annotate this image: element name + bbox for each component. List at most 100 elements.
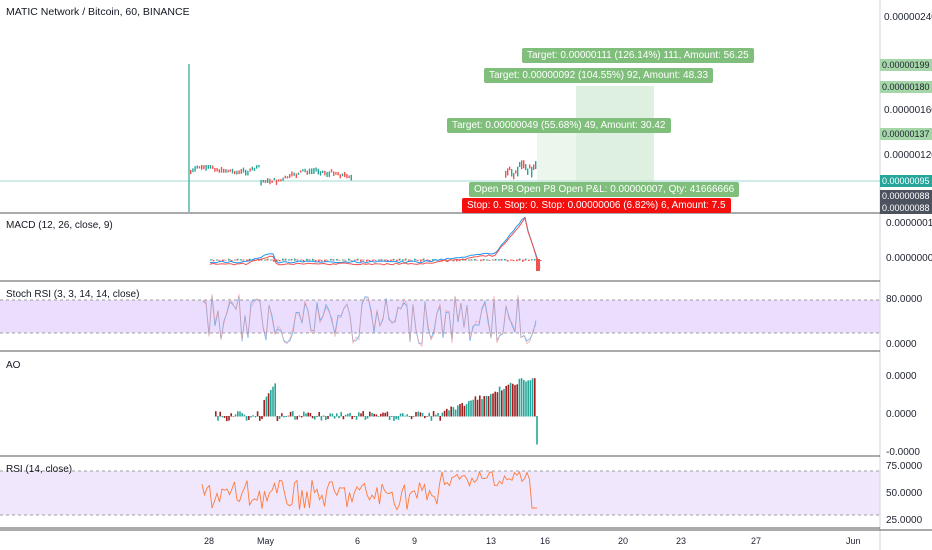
- ao-bar: [536, 416, 538, 445]
- ao-bar: [386, 411, 389, 417]
- candle: [527, 168, 529, 175]
- x-axis-label: 16: [540, 536, 551, 546]
- candle: [190, 169, 192, 175]
- ao-bar: [384, 412, 386, 417]
- ao-bar: [267, 393, 270, 417]
- ao-bar: [270, 390, 272, 417]
- macd-hist-bar: [429, 260, 431, 262]
- ao-bar: [454, 409, 457, 417]
- ao-bar: [349, 412, 351, 417]
- candle: [249, 168, 251, 172]
- ao-bar: [439, 416, 441, 421]
- ao-bar: [305, 413, 307, 417]
- target-label[interactable]: Target: 0.00000111 (126.14%) 111, Amount…: [522, 48, 754, 63]
- macd-hist-bar: [300, 259, 302, 261]
- ao-bar: [221, 416, 224, 418]
- macd-hist-bar: [507, 260, 509, 262]
- candle: [273, 178, 275, 181]
- ao-bar: [248, 416, 250, 420]
- ao-bar: [437, 412, 439, 417]
- macd-hist-bar: [282, 258, 284, 261]
- candle: [311, 168, 313, 175]
- macd-hist-bar: [384, 260, 386, 261]
- ao-bar: [234, 414, 237, 417]
- candle: [511, 169, 513, 177]
- signal-line: [209, 216, 541, 269]
- macd-hist-bar: [213, 260, 215, 262]
- macd-hist-bar: [387, 260, 389, 262]
- target-zone: [537, 130, 576, 182]
- macd-hist-bar: [375, 260, 377, 261]
- candle: [308, 168, 311, 175]
- ao-bar: [503, 388, 505, 417]
- target-label[interactable]: Target: 0.00000049 (55.68%) 49, Amount: …: [447, 118, 671, 133]
- rsi-axis-label: 75.0000: [886, 461, 923, 472]
- ao-bar: [298, 415, 301, 417]
- candle: [513, 173, 515, 180]
- ao-bar: [463, 405, 466, 417]
- ao-bar: [355, 416, 358, 420]
- macd-hist-bar: [279, 260, 281, 262]
- stop-label[interactable]: Stop: 0. Stop: 0. Stop: 0.00000006 (6.82…: [462, 198, 731, 213]
- ao-axis-label: 0.0000: [886, 409, 917, 420]
- stoch-axis-label: 80.0000: [886, 294, 923, 305]
- ao-bar: [410, 416, 413, 420]
- macd-hist-bar: [354, 259, 356, 261]
- ao-bar: [239, 411, 241, 417]
- macd-hist-bar: [273, 260, 275, 262]
- target-label[interactable]: Target: 0.00000092 (104.55%) 92, Amount:…: [484, 68, 714, 83]
- macd-line: [209, 216, 541, 267]
- ao-bar: [294, 416, 296, 420]
- macd-hist-bar: [276, 260, 278, 262]
- macd-hist-bar: [285, 258, 287, 261]
- ao-bar: [272, 386, 274, 417]
- macd-hist-bar: [360, 260, 362, 262]
- stoch-rsi-title[interactable]: Stoch RSI (3, 3, 14, 14, close): [6, 289, 140, 300]
- ao-bar: [366, 416, 369, 419]
- candle: [242, 167, 245, 173]
- ao-bar: [217, 416, 219, 421]
- rsi-title[interactable]: RSI (14, close): [6, 464, 73, 475]
- ao-bar: [516, 384, 518, 417]
- candle: [521, 160, 523, 170]
- ao-bar: [512, 383, 514, 417]
- ao-bar: [338, 416, 340, 419]
- ao-bar: [393, 416, 395, 421]
- macd-title[interactable]: MACD (12, 26, close, 9): [6, 220, 113, 231]
- ao-axis-label: -0.0000: [886, 447, 920, 458]
- ao-bar: [402, 413, 404, 417]
- macd-hist-bar: [318, 260, 320, 262]
- ao-title[interactable]: AO: [6, 360, 21, 371]
- candle: [201, 165, 203, 170]
- last-price-tag: 0.00000095: [880, 175, 932, 187]
- ao-bar: [468, 401, 470, 417]
- candle: [313, 168, 315, 174]
- ao-bar: [494, 391, 496, 417]
- rsi-band: [0, 471, 880, 515]
- candle: [247, 170, 249, 176]
- macd-hist-bar: [536, 259, 540, 271]
- ao-bar: [481, 399, 483, 417]
- x-axis-label: 6: [355, 536, 361, 546]
- open-pnl-label[interactable]: Open P8 Open P8 Open P&L: 0.00000007, Qt…: [469, 182, 740, 197]
- price-axis-label: 0.00000160: [884, 105, 932, 116]
- candle: [324, 170, 326, 176]
- candle: [284, 175, 286, 179]
- candle: [231, 168, 234, 174]
- macd-hist-bar: [351, 260, 353, 261]
- macd-hist-bar: [258, 260, 260, 261]
- ao-bar: [496, 392, 499, 417]
- candle: [253, 167, 256, 171]
- price-axis-label: 0.00000240: [884, 12, 932, 23]
- candle: [295, 173, 297, 178]
- candle: [218, 169, 220, 173]
- ao-bar: [527, 380, 529, 417]
- macd-hist-bar: [294, 258, 296, 261]
- macd-hist-bar: [483, 258, 485, 261]
- ao-bar: [303, 411, 305, 417]
- ao-bar: [476, 399, 479, 417]
- ao-bar: [413, 416, 415, 417]
- ao-bar: [311, 416, 314, 419]
- macd-hist-bar: [348, 258, 350, 261]
